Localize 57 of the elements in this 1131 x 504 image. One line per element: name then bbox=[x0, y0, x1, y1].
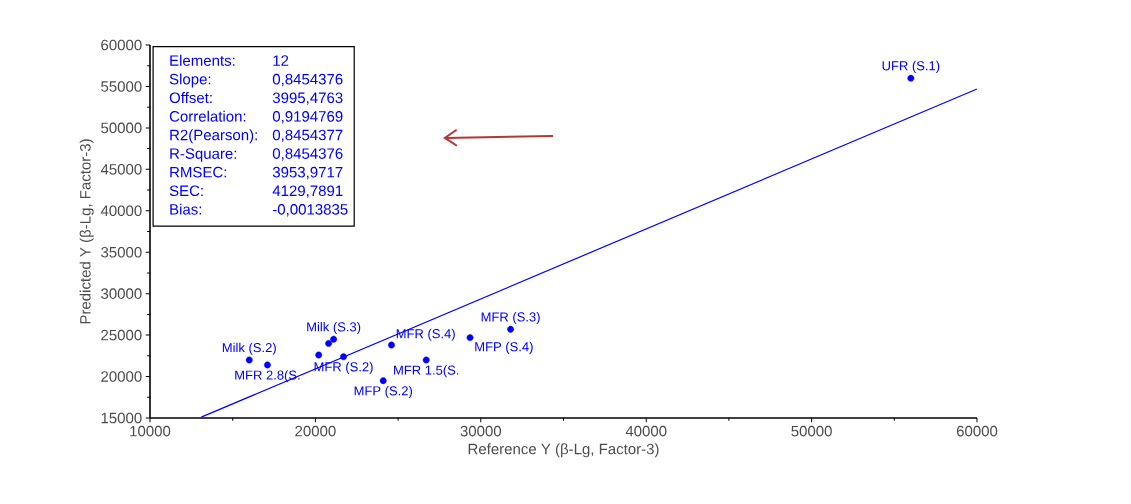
y-tick-label: 35000 bbox=[101, 246, 142, 258]
y-tick-label: 25000 bbox=[101, 329, 142, 341]
annotation: R2(Pearson): bbox=[170, 129, 257, 144]
annotation: Elements: bbox=[170, 54, 235, 66]
annotation: MFR 1.5(S. bbox=[394, 365, 459, 378]
annotation: Milk (S.2) bbox=[222, 342, 276, 355]
point bbox=[388, 341, 395, 349]
point bbox=[330, 335, 337, 343]
annotation: MFR (S.4) bbox=[396, 328, 455, 341]
y-tick-label: 20000 bbox=[101, 371, 142, 382]
point bbox=[466, 334, 474, 341]
annotation: MFR (S.3) bbox=[481, 311, 540, 325]
point bbox=[264, 361, 271, 369]
annotation: SEC: bbox=[169, 185, 203, 197]
point bbox=[340, 353, 347, 361]
annotation: Offset: bbox=[169, 92, 212, 104]
annotation: MFP (S.4) bbox=[475, 341, 533, 354]
y-tick-label: 30000 bbox=[101, 288, 142, 299]
annotation: 4129,7891 bbox=[272, 185, 343, 198]
x-tick-label: 10000 bbox=[130, 425, 171, 437]
x-tick-label: 40000 bbox=[625, 425, 667, 437]
annotation: 0,8454377 bbox=[272, 129, 343, 143]
x-tick-label: 60000 bbox=[956, 425, 998, 437]
annotation: Bias: bbox=[170, 203, 202, 215]
annotation: Milk (S.3) bbox=[307, 321, 361, 335]
point bbox=[315, 351, 323, 359]
y-tick-label: 45000 bbox=[100, 164, 142, 175]
point bbox=[245, 356, 253, 364]
point bbox=[907, 74, 915, 82]
point bbox=[379, 377, 387, 385]
annotation: 3995,4763 bbox=[272, 92, 343, 105]
x-axis-title: Reference Y (β-Lg, Factor-3) bbox=[468, 443, 659, 458]
y-tick-label: 60000 bbox=[101, 39, 142, 51]
annotation: 3953,9717 bbox=[272, 166, 343, 180]
x-tick-label: 50000 bbox=[791, 425, 832, 437]
y-tick-label: 15000 bbox=[101, 412, 142, 424]
annotation: 12 bbox=[273, 55, 289, 66]
annotation: RMSEC: bbox=[170, 166, 227, 178]
annotation: -0,0013835 bbox=[272, 204, 348, 217]
y-tick-label: 40000 bbox=[100, 205, 142, 217]
point bbox=[325, 340, 333, 347]
annotation: MFR 2.8(S. bbox=[235, 370, 300, 383]
point bbox=[422, 356, 430, 364]
annotation: UFR (S.1) bbox=[882, 60, 940, 73]
x-tick-label: 30000 bbox=[460, 425, 502, 437]
x-tick-label: 20000 bbox=[295, 425, 336, 437]
annotation: Correlation: bbox=[169, 110, 246, 122]
annotation: 0,8454376 bbox=[272, 73, 343, 87]
y-tick-label: 50000 bbox=[101, 122, 142, 134]
y-tick-label: 55000 bbox=[101, 81, 142, 92]
annotation: 0,8454376 bbox=[272, 148, 343, 161]
annotation: MFP (S.2) bbox=[354, 385, 413, 399]
point bbox=[507, 325, 514, 333]
annotation: 0,9194769 bbox=[272, 111, 343, 124]
annotation: Slope: bbox=[169, 73, 211, 88]
y-axis-title: Predicted Y (β-Lg, Factor-3) bbox=[79, 139, 94, 324]
annotation: R-Square: bbox=[170, 148, 237, 162]
